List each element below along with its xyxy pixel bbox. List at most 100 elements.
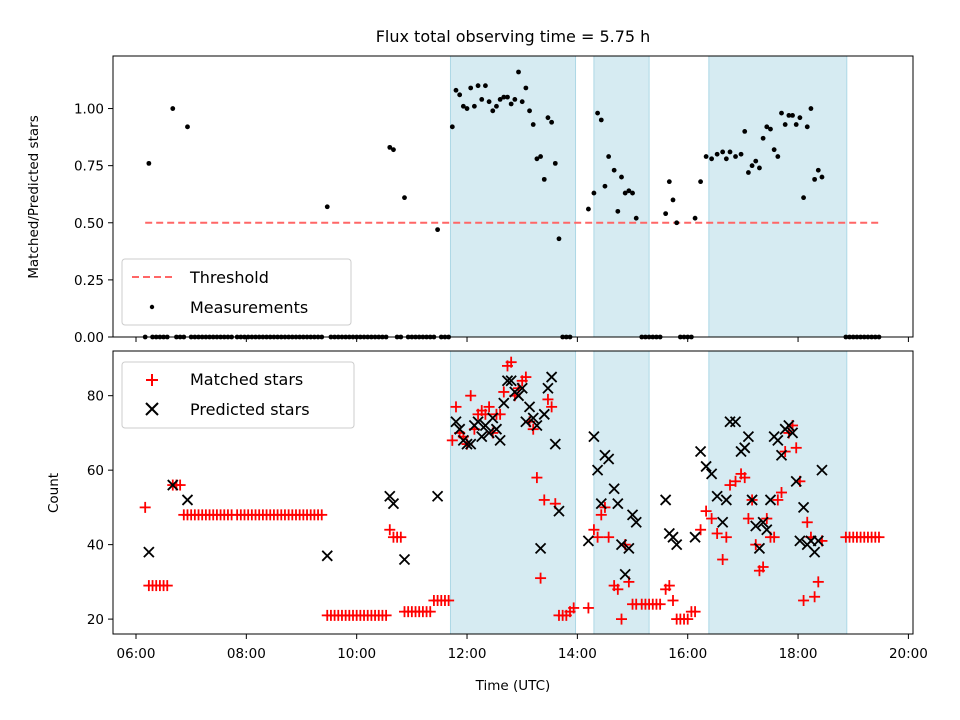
matched-star-point: [772, 494, 784, 506]
matched-star-point: [446, 434, 458, 446]
matched-star-point: [790, 442, 802, 454]
predicted-star-point: [615, 538, 628, 551]
matched-star-point: [483, 401, 495, 413]
matched-star-point: [706, 513, 718, 525]
matched-star-point: [538, 494, 550, 506]
measurement-point: [764, 124, 770, 130]
measurement-point: [497, 97, 503, 102]
measurement-point: [779, 110, 784, 116]
bottom-x-tick-label: 14:00: [558, 646, 597, 662]
predicted-star-point: [626, 509, 639, 521]
predicted-star-point: [167, 479, 179, 491]
measurement-point: [453, 87, 459, 93]
matched-star-point: [161, 580, 173, 592]
measurement-point: [185, 124, 190, 130]
measurement-point: [698, 179, 703, 185]
measurement-point: [545, 115, 551, 121]
bottom-x-tick-label: 16:00: [668, 646, 707, 662]
top-y-ticks: 0.00 0.25 0.50 0.75 1.00: [74, 102, 113, 346]
predicted-star-point: [772, 434, 784, 447]
predicted-star-point: [498, 397, 510, 409]
bottom-x-ticks: 06:00 08:00 10:00 12:00 14:00 16:00 18:00 20:00: [117, 634, 928, 662]
top-chart-title: Flux total observing time = 5.75 h: [376, 27, 651, 46]
predicted-star-point: [797, 501, 810, 514]
measurement-point: [727, 149, 733, 155]
top-y-axis-label: Matched/Predicted stars: [26, 115, 42, 278]
matched-star-point: [711, 527, 723, 539]
measurement-point: [804, 124, 810, 130]
matched-star-point: [700, 505, 712, 517]
measurement-point: [457, 92, 463, 98]
predicted-star-point: [516, 382, 528, 394]
predicted-star-point: [630, 516, 642, 528]
measurement-point: [486, 99, 492, 105]
bottom-panel: Count Time (UTC) 20 40 60 80 06:00 08:00 10:0…: [46, 350, 928, 694]
measurement-point: [501, 94, 507, 100]
top-y-tick-label: 1.00: [74, 102, 104, 118]
predicted-star-point: [512, 390, 525, 402]
measurement-point: [815, 167, 821, 173]
measurement-point: [586, 206, 591, 212]
measurement-point: [146, 160, 152, 166]
predicted-star-point: [450, 416, 462, 428]
predicted-star-point: [742, 431, 755, 443]
measurement-point: [757, 165, 762, 171]
predicted-star-point: [694, 445, 707, 458]
predicted-star-point: [595, 498, 607, 510]
predicted-star-point: [321, 550, 333, 562]
matched-star-point: [316, 509, 328, 521]
predicted-star-point: [588, 431, 600, 443]
matched-star-point: [616, 613, 628, 625]
bottom-shaded-intervals: [449, 350, 848, 635]
predicted-star-point: [538, 408, 550, 420]
measurement-point: [556, 236, 562, 242]
matched-star-point: [542, 393, 554, 405]
matched-star-point: [595, 509, 607, 521]
measurement-point: [615, 208, 621, 214]
matched-star-point: [139, 501, 151, 513]
measurement-point: [742, 128, 748, 134]
matched-star-point: [798, 594, 810, 606]
measurement-point: [808, 106, 814, 111]
measurement-point: [790, 112, 795, 118]
measurement-point: [516, 69, 521, 75]
measurement-point: [591, 190, 597, 196]
top-panel: Flux total observing time = 5.75 h Match…: [26, 27, 914, 346]
matched-star-point: [801, 516, 813, 528]
matched-star-point: [757, 561, 769, 573]
matched-star-point: [465, 390, 477, 402]
predicted-star-point: [461, 438, 473, 450]
observing-interval-2: [593, 55, 650, 338]
measurement-point: [494, 103, 499, 109]
predicted-star-point: [808, 546, 821, 558]
bottom-y-ticks: 20 40 60 80: [87, 389, 113, 628]
predicted-star-point: [794, 535, 806, 547]
predicted-star-point: [553, 505, 565, 517]
measurement-point: [801, 195, 806, 201]
matched-star-point: [689, 606, 701, 618]
measurement-point: [786, 112, 792, 118]
measurement-point: [626, 188, 632, 194]
matched-star-point: [498, 386, 510, 398]
measurement-point: [714, 151, 720, 157]
predicted-star-point: [623, 542, 635, 554]
predicted-star-point: [531, 419, 543, 432]
matched-star-point: [809, 591, 821, 603]
predicted-star-point: [705, 468, 718, 480]
predicted-star-point: [505, 375, 517, 387]
measurement-point: [619, 174, 624, 180]
observing-interval-2: [593, 350, 650, 635]
measurement-point: [819, 174, 825, 180]
predicted-star-point: [612, 498, 624, 510]
measurement-point: [749, 163, 755, 169]
bottom-y-tick-label: 40: [87, 538, 104, 554]
measurement-point: [468, 85, 474, 91]
measurement-point: [771, 147, 777, 153]
matched-star-point: [450, 401, 462, 413]
bottom-y-tick-label: 20: [87, 612, 104, 628]
predicted-star-point: [487, 412, 499, 424]
matched-star-point: [174, 479, 186, 491]
predicted-star-point: [501, 375, 514, 387]
measurement-point: [709, 156, 715, 162]
matched-star-point: [588, 524, 600, 536]
